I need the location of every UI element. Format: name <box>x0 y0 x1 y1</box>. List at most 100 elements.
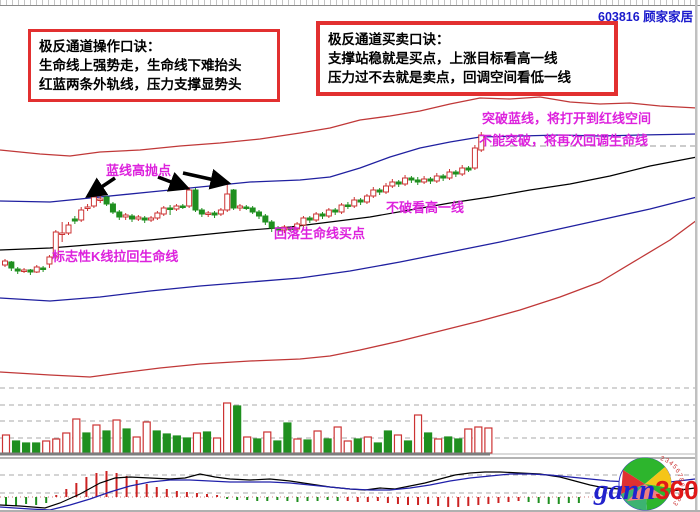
candle-body <box>141 217 148 221</box>
candle-body <box>306 217 313 221</box>
annotation-hold-look-higher: 不破看高一线 <box>386 200 465 215</box>
mnemonic-line: 极反通道买卖口诀： <box>328 32 450 47</box>
annotation-breakout-blue-line: 突破蓝线，将打开到红线空间 <box>482 111 652 126</box>
candle-body <box>129 215 135 220</box>
logo-wordmark: gann360 <box>594 476 699 505</box>
volume-bar <box>202 431 212 454</box>
candle-body <box>135 216 142 220</box>
candle-body <box>230 189 237 209</box>
volume-bar <box>22 442 31 454</box>
volume-bar <box>333 426 342 454</box>
candle-body <box>300 217 307 226</box>
candle-body <box>433 175 440 182</box>
volume-bar <box>273 440 282 454</box>
top-ruler-strip <box>0 0 700 6</box>
gann360-logo: 2345678901234567 gann360 <box>590 447 700 512</box>
candle-body <box>281 226 288 231</box>
candle-body <box>103 196 110 205</box>
volume-bar <box>92 424 101 454</box>
annotation-sell-on-blue-line: 蓝线高抛点 <box>106 163 172 178</box>
volume-bar <box>303 439 312 454</box>
volume-bar <box>464 428 473 454</box>
volume-bar <box>52 438 61 454</box>
candle-body <box>249 207 256 213</box>
candle-body <box>52 231 59 258</box>
gridlines <box>0 145 697 494</box>
candle-body <box>84 206 91 209</box>
volume-bar <box>454 438 463 454</box>
volume-bar <box>474 426 483 454</box>
volume-bar <box>424 432 433 454</box>
candle-body <box>173 205 180 210</box>
volume-bars <box>0 402 697 456</box>
candle-body <box>256 211 262 217</box>
volume-bar <box>413 414 423 454</box>
volume-bar <box>182 437 191 454</box>
volume-bar <box>444 436 453 454</box>
volume-bar <box>263 431 272 454</box>
candle-body <box>325 209 332 217</box>
annotation-pullback-buy-point: 回落生命线买点 <box>274 226 366 241</box>
candle-body <box>97 198 104 201</box>
candle-body <box>236 205 243 209</box>
candle-body <box>2 260 8 266</box>
volume-bar <box>112 419 121 454</box>
volume-bar <box>363 436 372 454</box>
candle-body <box>78 209 85 221</box>
volume-bar <box>323 438 332 454</box>
candle-body <box>71 218 78 222</box>
volume-bar <box>1 434 11 454</box>
annotation-arrow <box>85 176 116 198</box>
candle-body <box>186 189 193 207</box>
candle-body <box>287 227 294 230</box>
candle-body <box>294 223 301 230</box>
volume-bar <box>42 440 51 454</box>
logo-360: 360 <box>655 475 699 505</box>
candle-body <box>395 181 402 185</box>
volume-bar <box>223 402 232 454</box>
candle-body <box>109 203 116 213</box>
gann-wheel-icon: 2345678901234567 <box>590 447 684 511</box>
candle-body <box>160 207 167 215</box>
volume-bar <box>243 436 252 454</box>
volume-bar <box>484 427 493 454</box>
candle-body <box>344 204 351 207</box>
candle-body <box>116 211 123 218</box>
volume-bar <box>343 440 352 454</box>
candle-body <box>122 214 129 218</box>
volume-bar <box>283 422 292 454</box>
candle-body <box>154 212 161 219</box>
candle-body <box>313 213 320 221</box>
volume-bar <box>192 432 202 454</box>
candle-body <box>440 175 447 179</box>
stock-title: 603816 顾家家居 <box>598 10 694 24</box>
volume-bar <box>62 432 71 454</box>
candle-body <box>275 227 282 231</box>
candle-body <box>268 221 275 229</box>
pointer-arrows <box>85 168 232 198</box>
candle-body <box>471 147 478 169</box>
annotation-landmark-candle: 标志性K线拉回生命线 <box>52 249 179 264</box>
candle-body <box>198 209 205 215</box>
volume-bar <box>122 428 131 454</box>
candle-body <box>427 178 434 182</box>
candle-body <box>332 209 339 213</box>
candle-body <box>205 212 212 215</box>
annotation-arrow <box>182 168 232 190</box>
candle-body <box>192 189 199 211</box>
candle-body <box>243 206 250 209</box>
candle-body <box>363 195 370 203</box>
volume-bar <box>11 440 21 454</box>
candle-body <box>446 171 453 179</box>
candle-body <box>148 217 155 221</box>
candle-body <box>459 167 466 175</box>
candle-body <box>402 177 409 185</box>
volume-bar <box>293 438 302 454</box>
candle-body <box>224 193 231 211</box>
candle-body <box>14 268 21 272</box>
candles <box>2 132 485 275</box>
candle-body <box>389 181 396 187</box>
volume-bar <box>82 432 91 454</box>
